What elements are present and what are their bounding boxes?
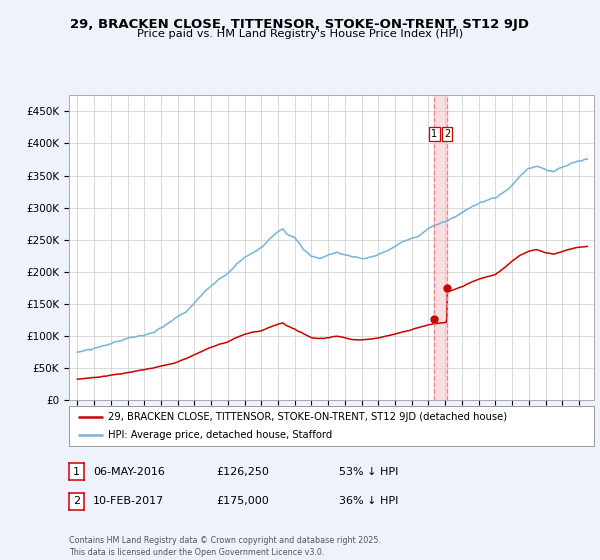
Text: 53% ↓ HPI: 53% ↓ HPI — [339, 466, 398, 477]
Text: 2: 2 — [444, 129, 451, 139]
Text: 29, BRACKEN CLOSE, TITTENSOR, STOKE-ON-TRENT, ST12 9JD (detached house): 29, BRACKEN CLOSE, TITTENSOR, STOKE-ON-T… — [109, 412, 508, 422]
Text: Contains HM Land Registry data © Crown copyright and database right 2025.
This d: Contains HM Land Registry data © Crown c… — [69, 536, 381, 557]
Text: 29, BRACKEN CLOSE, TITTENSOR, STOKE-ON-TRENT, ST12 9JD: 29, BRACKEN CLOSE, TITTENSOR, STOKE-ON-T… — [71, 18, 530, 31]
Text: 06-MAY-2016: 06-MAY-2016 — [93, 466, 165, 477]
Text: Price paid vs. HM Land Registry's House Price Index (HPI): Price paid vs. HM Land Registry's House … — [137, 29, 463, 39]
Text: 36% ↓ HPI: 36% ↓ HPI — [339, 496, 398, 506]
Text: 1: 1 — [431, 129, 437, 139]
Text: £175,000: £175,000 — [216, 496, 269, 506]
Text: 2: 2 — [73, 496, 80, 506]
Bar — [434, 95, 447, 400]
Text: 1: 1 — [73, 466, 80, 477]
Text: 10-FEB-2017: 10-FEB-2017 — [93, 496, 164, 506]
Text: HPI: Average price, detached house, Stafford: HPI: Average price, detached house, Staf… — [109, 431, 332, 440]
Text: £126,250: £126,250 — [216, 466, 269, 477]
